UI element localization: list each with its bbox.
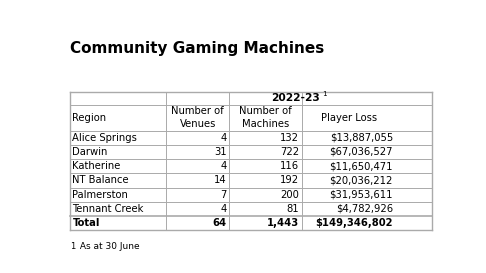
Text: Darwin: Darwin [72, 147, 108, 157]
Text: 116: 116 [280, 161, 299, 171]
Text: $4,782,926: $4,782,926 [336, 204, 393, 214]
Text: 64: 64 [212, 218, 226, 228]
Text: 192: 192 [280, 176, 299, 185]
Text: 1: 1 [323, 91, 327, 97]
Text: 2022-23: 2022-23 [271, 93, 319, 103]
Text: $20,036,212: $20,036,212 [330, 176, 393, 185]
Text: Number of
Machines: Number of Machines [239, 106, 292, 129]
Text: $31,953,611: $31,953,611 [330, 190, 393, 200]
Text: 4: 4 [220, 161, 226, 171]
Text: 1: 1 [70, 242, 75, 251]
Text: Region: Region [72, 112, 106, 123]
Text: 4: 4 [220, 204, 226, 214]
Text: Palmerston: Palmerston [72, 190, 128, 200]
Text: $13,887,055: $13,887,055 [330, 133, 393, 143]
Text: 1,443: 1,443 [267, 218, 299, 228]
Text: Total: Total [72, 218, 100, 228]
Text: 14: 14 [214, 176, 226, 185]
Text: 81: 81 [286, 204, 299, 214]
Text: 4: 4 [220, 133, 226, 143]
Text: $67,036,527: $67,036,527 [330, 147, 393, 157]
Text: NT Balance: NT Balance [72, 176, 129, 185]
Text: 200: 200 [280, 190, 299, 200]
Text: As at 30 June: As at 30 June [77, 242, 139, 251]
Text: 722: 722 [280, 147, 299, 157]
Text: Player Loss: Player Loss [321, 112, 377, 123]
Text: $11,650,471: $11,650,471 [330, 161, 393, 171]
Text: Katherine: Katherine [72, 161, 121, 171]
Text: 132: 132 [280, 133, 299, 143]
Text: 31: 31 [214, 147, 226, 157]
Text: Tennant Creek: Tennant Creek [72, 204, 144, 214]
Text: Alice Springs: Alice Springs [72, 133, 138, 143]
Text: 7: 7 [220, 190, 226, 200]
Text: $149,346,802: $149,346,802 [315, 218, 393, 228]
Text: Number of
Venues: Number of Venues [171, 106, 224, 129]
Text: Community Gaming Machines: Community Gaming Machines [70, 41, 325, 56]
